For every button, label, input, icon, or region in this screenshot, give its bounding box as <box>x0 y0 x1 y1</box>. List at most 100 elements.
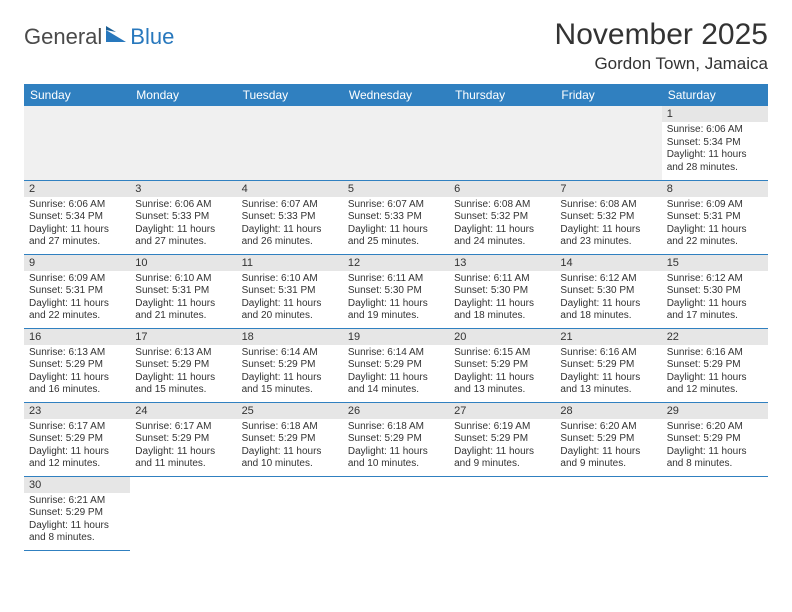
day-details: Sunrise: 6:15 AMSunset: 5:29 PMDaylight:… <box>449 345 555 400</box>
calendar-cell: 6Sunrise: 6:08 AMSunset: 5:32 PMDaylight… <box>449 180 555 254</box>
calendar-cell: 14Sunrise: 6:12 AMSunset: 5:30 PMDayligh… <box>555 254 661 328</box>
day-details: Sunrise: 6:07 AMSunset: 5:33 PMDaylight:… <box>237 197 343 252</box>
day-number: 17 <box>130 329 236 345</box>
month-title: November 2025 <box>555 18 768 52</box>
calendar-cell: 11Sunrise: 6:10 AMSunset: 5:31 PMDayligh… <box>237 254 343 328</box>
calendar-row: 23Sunrise: 6:17 AMSunset: 5:29 PMDayligh… <box>24 402 768 476</box>
weekday-header: Thursday <box>449 84 555 106</box>
location: Gordon Town, Jamaica <box>555 54 768 74</box>
day-number: 2 <box>24 181 130 197</box>
calendar-cell: 13Sunrise: 6:11 AMSunset: 5:30 PMDayligh… <box>449 254 555 328</box>
calendar-cell: 1Sunrise: 6:06 AMSunset: 5:34 PMDaylight… <box>662 106 768 180</box>
calendar-cell: 15Sunrise: 6:12 AMSunset: 5:30 PMDayligh… <box>662 254 768 328</box>
calendar-cell-empty <box>449 476 555 550</box>
calendar-cell-empty <box>343 106 449 180</box>
weekday-header: Monday <box>130 84 236 106</box>
day-details: Sunrise: 6:16 AMSunset: 5:29 PMDaylight:… <box>662 345 768 400</box>
day-number: 18 <box>237 329 343 345</box>
calendar-cell: 22Sunrise: 6:16 AMSunset: 5:29 PMDayligh… <box>662 328 768 402</box>
calendar-row: 9Sunrise: 6:09 AMSunset: 5:31 PMDaylight… <box>24 254 768 328</box>
weekday-header: Sunday <box>24 84 130 106</box>
day-details: Sunrise: 6:21 AMSunset: 5:29 PMDaylight:… <box>24 493 130 548</box>
day-number: 15 <box>662 255 768 271</box>
day-number: 23 <box>24 403 130 419</box>
weekday-header: Friday <box>555 84 661 106</box>
day-details: Sunrise: 6:06 AMSunset: 5:33 PMDaylight:… <box>130 197 236 252</box>
calendar-row: 2Sunrise: 6:06 AMSunset: 5:34 PMDaylight… <box>24 180 768 254</box>
calendar-cell: 16Sunrise: 6:13 AMSunset: 5:29 PMDayligh… <box>24 328 130 402</box>
calendar-cell: 29Sunrise: 6:20 AMSunset: 5:29 PMDayligh… <box>662 402 768 476</box>
day-details: Sunrise: 6:08 AMSunset: 5:32 PMDaylight:… <box>449 197 555 252</box>
day-details: Sunrise: 6:06 AMSunset: 5:34 PMDaylight:… <box>24 197 130 252</box>
day-details: Sunrise: 6:17 AMSunset: 5:29 PMDaylight:… <box>24 419 130 474</box>
day-number: 27 <box>449 403 555 419</box>
day-number: 5 <box>343 181 449 197</box>
day-number: 14 <box>555 255 661 271</box>
calendar-cell: 23Sunrise: 6:17 AMSunset: 5:29 PMDayligh… <box>24 402 130 476</box>
calendar-cell: 18Sunrise: 6:14 AMSunset: 5:29 PMDayligh… <box>237 328 343 402</box>
calendar-cell: 20Sunrise: 6:15 AMSunset: 5:29 PMDayligh… <box>449 328 555 402</box>
day-number: 12 <box>343 255 449 271</box>
calendar-cell: 7Sunrise: 6:08 AMSunset: 5:32 PMDaylight… <box>555 180 661 254</box>
day-details: Sunrise: 6:13 AMSunset: 5:29 PMDaylight:… <box>24 345 130 400</box>
calendar-cell: 21Sunrise: 6:16 AMSunset: 5:29 PMDayligh… <box>555 328 661 402</box>
day-details: Sunrise: 6:13 AMSunset: 5:29 PMDaylight:… <box>130 345 236 400</box>
day-details: Sunrise: 6:20 AMSunset: 5:29 PMDaylight:… <box>662 419 768 474</box>
calendar-cell-empty <box>130 476 236 550</box>
day-number: 20 <box>449 329 555 345</box>
day-details: Sunrise: 6:11 AMSunset: 5:30 PMDaylight:… <box>343 271 449 326</box>
day-details: Sunrise: 6:14 AMSunset: 5:29 PMDaylight:… <box>343 345 449 400</box>
calendar-cell: 30Sunrise: 6:21 AMSunset: 5:29 PMDayligh… <box>24 476 130 550</box>
day-number: 8 <box>662 181 768 197</box>
calendar-cell: 28Sunrise: 6:20 AMSunset: 5:29 PMDayligh… <box>555 402 661 476</box>
day-number: 22 <box>662 329 768 345</box>
weekday-header-row: SundayMondayTuesdayWednesdayThursdayFrid… <box>24 84 768 106</box>
calendar-cell: 17Sunrise: 6:13 AMSunset: 5:29 PMDayligh… <box>130 328 236 402</box>
day-details: Sunrise: 6:16 AMSunset: 5:29 PMDaylight:… <box>555 345 661 400</box>
day-number: 24 <box>130 403 236 419</box>
calendar-cell-empty <box>343 476 449 550</box>
calendar-cell: 24Sunrise: 6:17 AMSunset: 5:29 PMDayligh… <box>130 402 236 476</box>
calendar-cell: 10Sunrise: 6:10 AMSunset: 5:31 PMDayligh… <box>130 254 236 328</box>
day-number: 28 <box>555 403 661 419</box>
weekday-header: Wednesday <box>343 84 449 106</box>
logo-text-sub: Blue <box>130 24 174 50</box>
calendar-cell: 12Sunrise: 6:11 AMSunset: 5:30 PMDayligh… <box>343 254 449 328</box>
logo-flag-icon <box>106 26 128 47</box>
day-number: 6 <box>449 181 555 197</box>
day-number: 13 <box>449 255 555 271</box>
calendar-cell: 5Sunrise: 6:07 AMSunset: 5:33 PMDaylight… <box>343 180 449 254</box>
calendar-cell-empty <box>555 476 661 550</box>
calendar-table: SundayMondayTuesdayWednesdayThursdayFrid… <box>24 84 768 551</box>
logo-text-main: General <box>24 24 102 50</box>
calendar-row: 30Sunrise: 6:21 AMSunset: 5:29 PMDayligh… <box>24 476 768 550</box>
day-number: 7 <box>555 181 661 197</box>
day-number: 3 <box>130 181 236 197</box>
day-number: 25 <box>237 403 343 419</box>
calendar-cell: 2Sunrise: 6:06 AMSunset: 5:34 PMDaylight… <box>24 180 130 254</box>
day-details: Sunrise: 6:06 AMSunset: 5:34 PMDaylight:… <box>662 122 768 177</box>
calendar-row: 16Sunrise: 6:13 AMSunset: 5:29 PMDayligh… <box>24 328 768 402</box>
calendar-cell-empty <box>662 476 768 550</box>
day-details: Sunrise: 6:09 AMSunset: 5:31 PMDaylight:… <box>662 197 768 252</box>
calendar-cell: 26Sunrise: 6:18 AMSunset: 5:29 PMDayligh… <box>343 402 449 476</box>
day-number: 29 <box>662 403 768 419</box>
day-details: Sunrise: 6:10 AMSunset: 5:31 PMDaylight:… <box>130 271 236 326</box>
day-details: Sunrise: 6:20 AMSunset: 5:29 PMDaylight:… <box>555 419 661 474</box>
day-details: Sunrise: 6:07 AMSunset: 5:33 PMDaylight:… <box>343 197 449 252</box>
day-details: Sunrise: 6:10 AMSunset: 5:31 PMDaylight:… <box>237 271 343 326</box>
calendar-cell-empty <box>555 106 661 180</box>
day-number: 9 <box>24 255 130 271</box>
calendar-cell-empty <box>449 106 555 180</box>
title-block: November 2025 Gordon Town, Jamaica <box>555 18 768 74</box>
calendar-cell: 4Sunrise: 6:07 AMSunset: 5:33 PMDaylight… <box>237 180 343 254</box>
weekday-header: Saturday <box>662 84 768 106</box>
day-details: Sunrise: 6:12 AMSunset: 5:30 PMDaylight:… <box>555 271 661 326</box>
calendar-cell: 27Sunrise: 6:19 AMSunset: 5:29 PMDayligh… <box>449 402 555 476</box>
calendar-cell-empty <box>237 476 343 550</box>
day-number: 10 <box>130 255 236 271</box>
day-number: 21 <box>555 329 661 345</box>
day-details: Sunrise: 6:08 AMSunset: 5:32 PMDaylight:… <box>555 197 661 252</box>
calendar-cell: 19Sunrise: 6:14 AMSunset: 5:29 PMDayligh… <box>343 328 449 402</box>
day-details: Sunrise: 6:09 AMSunset: 5:31 PMDaylight:… <box>24 271 130 326</box>
